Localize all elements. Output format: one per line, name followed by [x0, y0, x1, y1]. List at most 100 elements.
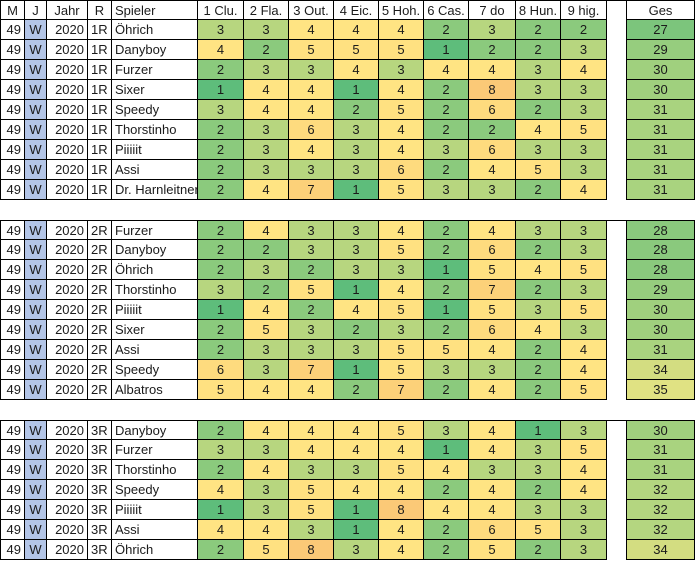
cell-score[interactable]: 3: [289, 340, 334, 360]
cell-player[interactable]: Danyboy: [112, 420, 198, 440]
cell-score[interactable]: 1: [198, 500, 244, 520]
cell-weekday[interactable]: W: [25, 300, 47, 320]
cell-total[interactable]: 30: [626, 300, 695, 320]
cell-weekday[interactable]: W: [25, 320, 47, 340]
cell-score[interactable]: 3: [244, 340, 289, 360]
cell-score[interactable]: 2: [198, 220, 244, 240]
cell-score[interactable]: 6: [469, 140, 516, 160]
cell-score[interactable]: 6: [198, 360, 244, 380]
cell-score[interactable]: 6: [469, 520, 516, 540]
cell-week[interactable]: 49: [0, 260, 25, 280]
cell-score[interactable]: 3: [289, 160, 334, 180]
cell-round[interactable]: 1R: [88, 60, 112, 80]
cell-score[interactable]: 3: [561, 420, 607, 440]
cell-year[interactable]: 2020: [47, 40, 88, 60]
cell-score[interactable]: 2: [424, 480, 469, 500]
header-cell-ges[interactable]: Ges: [626, 0, 695, 20]
cell-score[interactable]: 4: [289, 440, 334, 460]
cell-score[interactable]: 4: [561, 180, 607, 200]
cell-score[interactable]: 3: [244, 440, 289, 460]
cell-week[interactable]: 49: [0, 460, 25, 480]
cell-total[interactable]: 31: [626, 440, 695, 460]
header-cell-r[interactable]: R: [88, 0, 112, 20]
cell-weekday[interactable]: W: [25, 80, 47, 100]
cell-score[interactable]: 4: [516, 320, 561, 340]
cell-score[interactable]: 2: [198, 60, 244, 80]
cell-weekday[interactable]: W: [25, 20, 47, 40]
cell-score[interactable]: 4: [424, 60, 469, 80]
cell-score[interactable]: 5: [289, 40, 334, 60]
cell-score[interactable]: 2: [289, 260, 334, 280]
cell-week[interactable]: 49: [0, 20, 25, 40]
cell-score[interactable]: 3: [516, 80, 561, 100]
cell-round[interactable]: 2R: [88, 280, 112, 300]
cell-score[interactable]: 8: [289, 540, 334, 560]
cell-score[interactable]: 4: [379, 540, 424, 560]
cell-score[interactable]: 4: [244, 420, 289, 440]
cell-score[interactable]: 4: [561, 460, 607, 480]
cell-player[interactable]: Furzer: [112, 220, 198, 240]
cell-year[interactable]: 2020: [47, 240, 88, 260]
cell-weekday[interactable]: W: [25, 340, 47, 360]
cell-score[interactable]: 2: [334, 380, 379, 400]
cell-score[interactable]: 4: [469, 60, 516, 80]
cell-score[interactable]: 4: [561, 360, 607, 380]
cell-score[interactable]: 3: [244, 480, 289, 500]
cell-score[interactable]: 3: [334, 540, 379, 560]
cell-score[interactable]: 3: [334, 120, 379, 140]
cell-score[interactable]: 3: [244, 60, 289, 80]
header-cell-hole[interactable]: 9 hig.: [561, 0, 607, 20]
cell-score[interactable]: 3: [424, 360, 469, 380]
cell-score[interactable]: 4: [198, 480, 244, 500]
cell-week[interactable]: 49: [0, 340, 25, 360]
cell-score[interactable]: 4: [379, 140, 424, 160]
cell-score[interactable]: 2: [516, 40, 561, 60]
cell-total[interactable]: 31: [626, 180, 695, 200]
cell-score[interactable]: 3: [334, 220, 379, 240]
cell-week[interactable]: 49: [0, 540, 25, 560]
cell-year[interactable]: 2020: [47, 360, 88, 380]
cell-week[interactable]: 49: [0, 60, 25, 80]
cell-year[interactable]: 2020: [47, 120, 88, 140]
cell-total[interactable]: 30: [626, 80, 695, 100]
cell-score[interactable]: 1: [516, 420, 561, 440]
cell-score[interactable]: 3: [561, 100, 607, 120]
cell-score[interactable]: 3: [334, 140, 379, 160]
cell-score[interactable]: 5: [379, 360, 424, 380]
cell-score[interactable]: 2: [516, 100, 561, 120]
cell-week[interactable]: 49: [0, 40, 25, 60]
cell-score[interactable]: 3: [334, 240, 379, 260]
cell-year[interactable]: 2020: [47, 180, 88, 200]
cell-score[interactable]: 5: [198, 380, 244, 400]
cell-total[interactable]: 35: [626, 380, 695, 400]
cell-score[interactable]: 3: [561, 320, 607, 340]
cell-year[interactable]: 2020: [47, 460, 88, 480]
cell-player[interactable]: Piiiiit: [112, 500, 198, 520]
cell-weekday[interactable]: W: [25, 380, 47, 400]
cell-weekday[interactable]: W: [25, 520, 47, 540]
cell-score[interactable]: 4: [289, 420, 334, 440]
cell-score[interactable]: 3: [198, 100, 244, 120]
cell-score[interactable]: 3: [379, 60, 424, 80]
cell-year[interactable]: 2020: [47, 160, 88, 180]
cell-score[interactable]: 5: [244, 320, 289, 340]
cell-week[interactable]: 49: [0, 80, 25, 100]
cell-total[interactable]: 30: [626, 60, 695, 80]
cell-score[interactable]: 4: [334, 480, 379, 500]
cell-score[interactable]: 5: [379, 420, 424, 440]
cell-score[interactable]: 4: [244, 80, 289, 100]
cell-score[interactable]: 3: [561, 220, 607, 240]
cell-round[interactable]: 1R: [88, 180, 112, 200]
cell-score[interactable]: 3: [424, 180, 469, 200]
cell-score[interactable]: 4: [244, 380, 289, 400]
cell-total[interactable]: 34: [626, 540, 695, 560]
cell-score[interactable]: 6: [469, 240, 516, 260]
cell-year[interactable]: 2020: [47, 440, 88, 460]
cell-total[interactable]: 31: [626, 160, 695, 180]
cell-player[interactable]: Furzer: [112, 60, 198, 80]
header-cell-jahr[interactable]: Jahr: [47, 0, 88, 20]
cell-week[interactable]: 49: [0, 240, 25, 260]
cell-round[interactable]: 3R: [88, 480, 112, 500]
cell-year[interactable]: 2020: [47, 340, 88, 360]
cell-score[interactable]: 2: [198, 120, 244, 140]
